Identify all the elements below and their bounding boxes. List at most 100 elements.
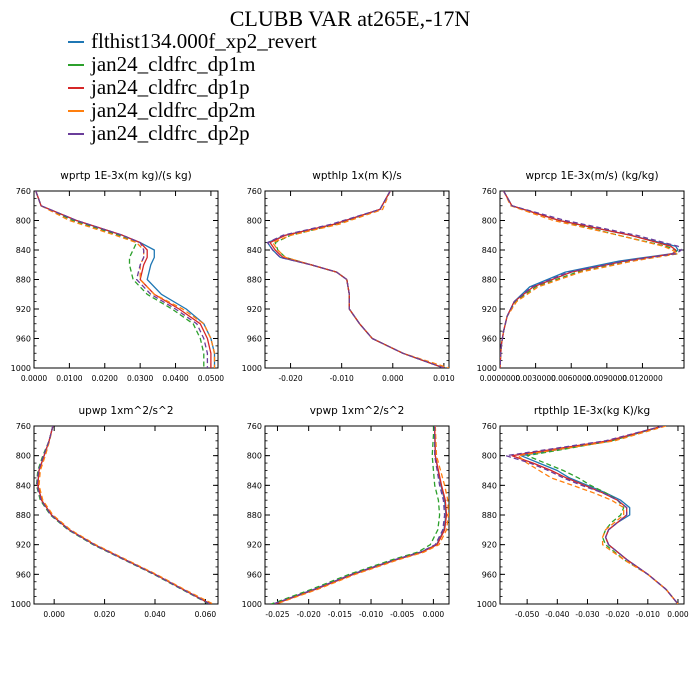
y-tick-label: 800 (482, 452, 497, 461)
panel-title: rtpthlp 1E-3x(kg K)/kg (534, 405, 650, 417)
y-tick-label: 840 (247, 481, 262, 490)
series-group (35, 191, 216, 368)
legend-swatch (68, 109, 84, 112)
y-tick-label: 760 (482, 422, 497, 431)
series-line-jan24_cldfrc_dp2p (505, 426, 679, 604)
series-line-jan24_cldfrc_dp2p (272, 426, 446, 604)
y-tick-label: 960 (482, 335, 497, 344)
series-line-jan24_cldfrc_dp2p (266, 191, 445, 368)
panel-wprcp: wprcp 1E-3x(m/s) (kg/kg) 760 800 840 880 920 9… (477, 170, 685, 383)
series-line-jan24_cldfrc_dp1m (270, 426, 441, 604)
series-line-flthist134.000f_xp2_revert (37, 426, 211, 604)
series-line-jan24_cldfrc_dp1m (526, 426, 679, 604)
y-tick-label: 760 (482, 187, 497, 196)
legend-swatch (68, 86, 84, 89)
x-tick-label: 0.020 (94, 610, 116, 619)
x-tick-label: -0.050 (515, 610, 539, 619)
y-tick-label: 840 (482, 246, 497, 255)
y-tick-label: 920 (482, 541, 497, 550)
series-group (35, 426, 214, 604)
x-tick-label: 0.000 (382, 374, 404, 383)
x-tick-label: 0.060 (195, 610, 217, 619)
series-line-jan24_cldfrc_dp1p (269, 191, 445, 368)
x-tick-label: -0.015 (328, 610, 352, 619)
y-tick-label: 880 (247, 276, 262, 285)
series-group (505, 426, 679, 604)
x-tick-label: -0.010 (330, 374, 354, 383)
x-tick-label: 0.0300 (127, 374, 153, 383)
y-tick-label: 840 (247, 246, 262, 255)
y-tick-label: 840 (482, 481, 497, 490)
series-line-jan24_cldfrc_dp2m (272, 191, 449, 368)
panel-title: wprtp 1E-3x(m kg)/(s kg) (60, 170, 191, 182)
x-tick-label: -0.005 (390, 610, 414, 619)
legend-item: flthist134.000f_xp2_revert (68, 29, 317, 53)
y-tick-label: 960 (16, 570, 31, 579)
series-line-jan24_cldfrc_dp2p (500, 191, 683, 368)
y-tick-label: 920 (247, 541, 262, 550)
y-tick-label: 1000 (242, 600, 262, 609)
plot-frame (33, 190, 219, 369)
y-tick-label: 760 (247, 187, 262, 196)
series-line-jan24_cldfrc_dp2m (500, 191, 679, 368)
y-tick-label: 800 (247, 452, 262, 461)
x-tick-label: -0.020 (606, 610, 630, 619)
series-line-jan24_cldfrc_dp1p (37, 426, 211, 604)
x-tick-label: 0.000 (43, 610, 65, 619)
panel-wpthlp: wpthlp 1x(m K)/s 760 800 840 880 920 960 1000 -0… (242, 170, 455, 383)
panel-wprtp: wprtp 1E-3x(m kg)/(s kg) 760 800 840 880 920 9… (11, 170, 225, 383)
panel-title: upwp 1xm^2/s^2 (79, 405, 174, 417)
x-tick-label: 0.0200 (92, 374, 118, 383)
y-tick-label: 800 (16, 217, 31, 226)
y-tick-label: 840 (16, 246, 31, 255)
x-tick-label: -0.020 (297, 610, 321, 619)
series-line-jan24_cldfrc_dp1m (500, 191, 679, 368)
x-tick-label: -0.030 (575, 610, 599, 619)
y-tick-label: 960 (247, 335, 262, 344)
y-tick-label: 920 (16, 541, 31, 550)
plot-frame (264, 190, 450, 369)
series-line-jan24_cldfrc_dp1p (35, 191, 212, 368)
x-tick-label: -0.010 (359, 610, 383, 619)
x-tick-label: 0.000 (667, 610, 689, 619)
series-line-jan24_cldfrc_dp2m (275, 426, 449, 604)
y-tick-label: 760 (247, 422, 262, 431)
x-tick-label: -0.020 (278, 374, 302, 383)
series-line-jan24_cldfrc_dp2p (35, 191, 209, 368)
x-tick-label: -0.010 (636, 610, 660, 619)
y-tick-label: 880 (247, 511, 262, 520)
x-tick-label: 0.0000 (21, 374, 47, 383)
legend-swatch (68, 40, 84, 43)
legend-item: jan24_cldfrc_dp1p (68, 75, 317, 99)
series-line-flthist134.000f_xp2_revert (500, 191, 679, 368)
legend-label: jan24_cldfrc_dp2m (91, 98, 256, 122)
legend-label: jan24_cldfrc_dp2p (91, 121, 250, 145)
legend-swatch (68, 132, 84, 135)
series-group (270, 426, 449, 604)
y-tick-label: 800 (16, 452, 31, 461)
y-tick-label: 1000 (477, 600, 497, 609)
plot-frame (264, 425, 450, 605)
y-tick-label: 1000 (477, 364, 497, 373)
x-tick-label: -0.025 (265, 610, 289, 619)
legend-label: flthist134.000f_xp2_revert (91, 29, 317, 53)
y-tick-label: 880 (482, 511, 497, 520)
legend-label: jan24_cldfrc_dp1p (91, 75, 250, 99)
series-line-jan24_cldfrc_dp2p (36, 426, 211, 604)
y-tick-label: 760 (16, 187, 31, 196)
y-tick-label: 920 (16, 305, 31, 314)
y-tick-label: 1000 (11, 600, 31, 609)
panel-title: wpthlp 1x(m K)/s (312, 170, 402, 182)
legend-swatch (68, 63, 84, 66)
page-title: CLUBB VAR at265E,-17N (229, 6, 471, 31)
x-tick-label: 0.0000000 (480, 374, 521, 383)
y-tick-label: 880 (16, 511, 31, 520)
x-tick-label: -0.040 (545, 610, 569, 619)
series-group (266, 191, 449, 368)
y-tick-label: 800 (482, 217, 497, 226)
y-tick-label: 840 (16, 481, 31, 490)
y-tick-label: 1000 (11, 364, 31, 373)
y-tick-label: 920 (247, 305, 262, 314)
